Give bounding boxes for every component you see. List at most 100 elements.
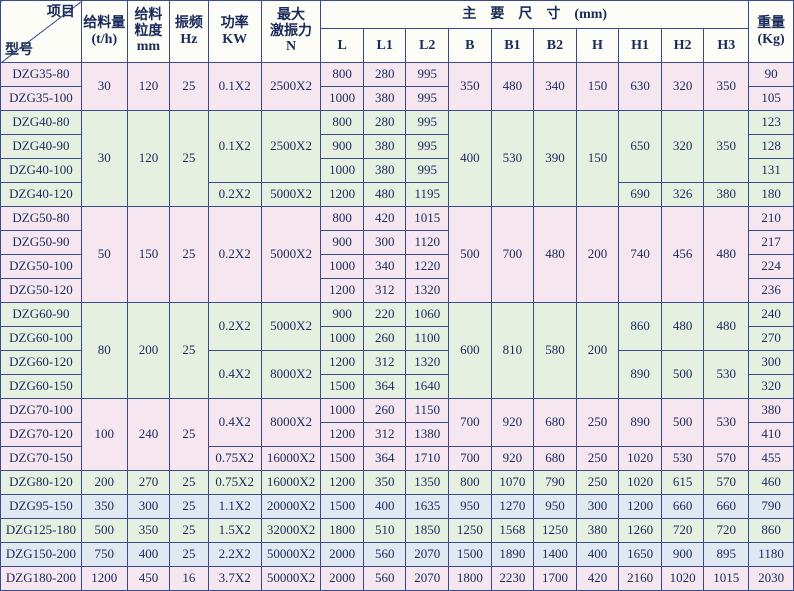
cell: 0.4X2 <box>208 351 261 399</box>
cell: 480 <box>704 303 749 351</box>
cell: 500 <box>661 351 704 399</box>
cell: 1200 <box>619 495 662 519</box>
model: DZG50-90 <box>1 231 82 255</box>
cell: 25 <box>170 471 208 495</box>
cell: 660 <box>661 495 704 519</box>
cell: 456 <box>661 207 704 303</box>
diag-bottom: 型号 <box>5 43 33 58</box>
model: DZG50-120 <box>1 279 82 303</box>
cell: 50 <box>81 207 127 303</box>
cell: 1100 <box>406 327 449 351</box>
cell: 1000 <box>321 159 364 183</box>
cell: 1000 <box>321 87 364 111</box>
cell: 0.2X2 <box>208 303 261 351</box>
cell: 890 <box>619 351 662 399</box>
cell: 200 <box>81 471 127 495</box>
cell: 200 <box>127 303 170 399</box>
cell: 800 <box>321 63 364 87</box>
cell: 455 <box>749 447 794 471</box>
header-diag: 项目 型号 <box>1 1 82 63</box>
cell: 312 <box>363 351 406 375</box>
cell: 1060 <box>406 303 449 327</box>
cell: 750 <box>81 543 127 567</box>
cell: 120 <box>127 63 170 111</box>
cell: 500 <box>81 519 127 543</box>
cell: 1180 <box>749 543 794 567</box>
cell: 860 <box>749 519 794 543</box>
cell: 900 <box>321 231 364 255</box>
cell: 560 <box>363 543 406 567</box>
cell: 250 <box>576 399 619 447</box>
cell: 950 <box>449 495 492 519</box>
hdr-L1: L1 <box>363 29 406 63</box>
cell: 123 <box>749 111 794 135</box>
cell: 580 <box>534 303 577 399</box>
cell: 105 <box>749 87 794 111</box>
cell: 480 <box>363 183 406 207</box>
cell: 312 <box>363 279 406 303</box>
cell: 995 <box>406 159 449 183</box>
cell: 1250 <box>449 519 492 543</box>
hdr-H: H <box>576 29 619 63</box>
cell: 890 <box>619 399 662 447</box>
table-row: DZG35-80 30 120 25 0.1X2 2500X2 800 280 … <box>1 63 794 87</box>
cell: 240 <box>749 303 794 327</box>
cell: 250 <box>576 447 619 471</box>
cell: 1020 <box>619 471 662 495</box>
table-row: DZG95-150350300251.1X220000X215004001635… <box>1 495 794 519</box>
cell: 326 <box>661 183 704 207</box>
cell: 500 <box>661 399 704 447</box>
cell: 1150 <box>406 399 449 423</box>
cell: 380 <box>704 183 749 207</box>
cell: 150 <box>576 111 619 207</box>
cell: 312 <box>363 423 406 447</box>
cell: 650 <box>619 111 662 183</box>
cell: 1568 <box>491 519 534 543</box>
cell: 0.75X2 <box>208 447 261 471</box>
cell: 1500 <box>321 495 364 519</box>
cell: 1650 <box>619 543 662 567</box>
cell: 810 <box>491 303 534 399</box>
cell: 800 <box>321 111 364 135</box>
cell: 1020 <box>619 447 662 471</box>
cell: 280 <box>363 63 406 87</box>
hdr-power: 功率KW <box>208 1 261 63</box>
cell: 480 <box>661 303 704 351</box>
cell: 30 <box>81 111 127 207</box>
cell: 250 <box>576 471 619 495</box>
cell: 900 <box>661 543 704 567</box>
cell: 1000 <box>321 327 364 351</box>
cell: 380 <box>363 159 406 183</box>
model: DZG40-80 <box>1 111 82 135</box>
cell: 1270 <box>491 495 534 519</box>
cell: 2.2X2 <box>208 543 261 567</box>
cell: 660 <box>704 495 749 519</box>
table-row: DZG60-90 80 200 25 0.2X2 5000X2 90022010… <box>1 303 794 327</box>
cell: 420 <box>363 207 406 231</box>
cell: 690 <box>619 183 662 207</box>
hdr-H1: H1 <box>619 29 662 63</box>
hdr-H3: H3 <box>704 29 749 63</box>
hdr-grain: 给料粒度mm <box>127 1 170 63</box>
hdr-dims: 主 要 尺 寸 (mm) <box>321 1 749 29</box>
cell: 720 <box>661 519 704 543</box>
cell: 100 <box>81 399 127 471</box>
cell: 1000 <box>321 399 364 423</box>
cell: 900 <box>321 135 364 159</box>
cell: 260 <box>363 399 406 423</box>
cell: 800 <box>449 471 492 495</box>
cell: 500 <box>449 207 492 303</box>
model: DZG40-120 <box>1 183 82 207</box>
cell: 2500X2 <box>261 111 321 183</box>
cell: 400 <box>576 543 619 567</box>
cell: 5000X2 <box>261 183 321 207</box>
model: DZG70-100 <box>1 399 82 423</box>
model: DZG50-80 <box>1 207 82 231</box>
cell: 16000X2 <box>261 447 321 471</box>
cell: 1250 <box>534 519 577 543</box>
model: DZG150-200 <box>1 543 82 567</box>
hdr-B: B <box>449 29 492 63</box>
cell: 1220 <box>406 255 449 279</box>
cell: 380 <box>576 519 619 543</box>
hdr-L: L <box>321 29 364 63</box>
